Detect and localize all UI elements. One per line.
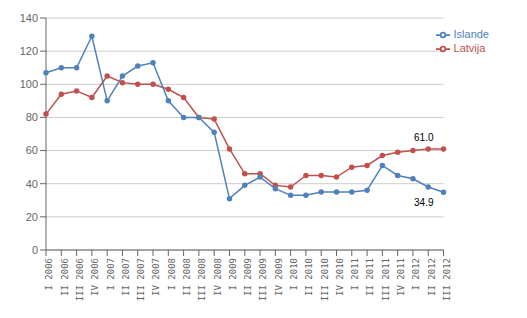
- svg-text:I 2006: I 2006: [44, 258, 54, 291]
- svg-text:34.9: 34.9: [414, 197, 434, 208]
- html-text:Islande: Islande: [453, 28, 489, 40]
- svg-text:I 2011: I 2011: [350, 258, 360, 291]
- svg-text:II 2006: II 2006: [60, 258, 70, 296]
- svg-text:IV 2011: IV 2011: [396, 258, 406, 296]
- svg-text:III 2011: III 2011: [381, 258, 391, 301]
- svg-text:I 2007: I 2007: [106, 258, 116, 291]
- svg-text:20: 20: [26, 211, 38, 223]
- svg-text:IV 2006: IV 2006: [90, 258, 100, 296]
- svg-text:I 2010: I 2010: [289, 258, 299, 291]
- svg-text:140: 140: [20, 12, 38, 24]
- svg-text:III 2012: III 2012: [442, 258, 452, 301]
- svg-text:0: 0: [32, 244, 38, 256]
- svg-text:I 2012: I 2012: [411, 258, 421, 291]
- svg-text:II 2008: II 2008: [182, 258, 192, 296]
- svg-text:III 2007: III 2007: [136, 258, 146, 301]
- svg-text:I 2009: I 2009: [228, 258, 238, 291]
- svg-text:III 2010: III 2010: [320, 258, 330, 301]
- svg-text:III 2008: III 2008: [197, 258, 207, 301]
- svg-text:III 2006: III 2006: [75, 258, 85, 301]
- svg-text:II 2012: II 2012: [427, 258, 437, 296]
- svg-text:120: 120: [20, 45, 38, 57]
- html-text:Latvija: Latvija: [453, 42, 486, 55]
- svg-text:60: 60: [26, 144, 38, 156]
- svg-text:III 2009: III 2009: [258, 258, 268, 301]
- svg-text:II 2007: II 2007: [121, 258, 131, 296]
- svg-text:IV 2008: IV 2008: [213, 258, 223, 296]
- svg-text:IV 2010: IV 2010: [335, 258, 345, 296]
- svg-text:II 2011: II 2011: [365, 258, 375, 296]
- svg-text:100: 100: [20, 78, 38, 90]
- svg-text:61.0: 61.0: [414, 132, 434, 143]
- svg-text:IV 2007: IV 2007: [151, 258, 161, 296]
- svg-text:IV 2009: IV 2009: [274, 258, 284, 296]
- svg-text:II 2010: II 2010: [304, 258, 314, 296]
- svg-text:80: 80: [26, 111, 38, 123]
- svg-text:II 2009: II 2009: [243, 258, 253, 296]
- svg-text:I 2008: I 2008: [167, 258, 177, 291]
- svg-text:40: 40: [26, 178, 38, 190]
